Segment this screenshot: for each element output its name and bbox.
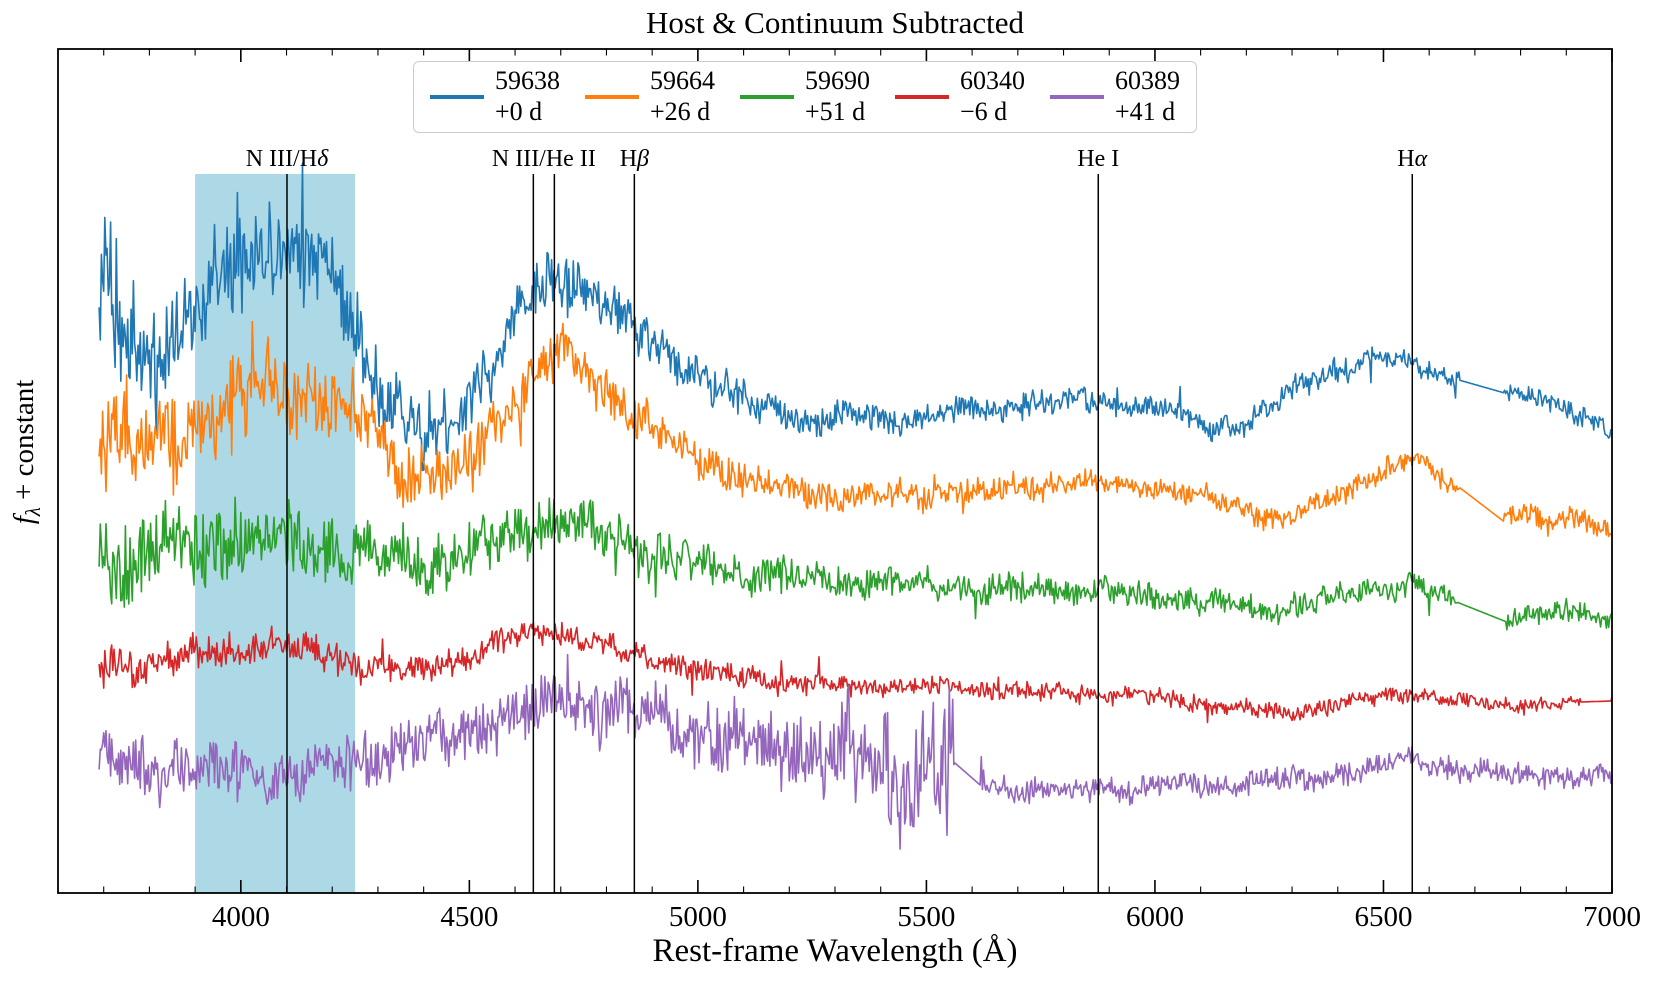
spectral-line-label-1: N III/Hδ bbox=[246, 146, 329, 172]
legend-swatch bbox=[740, 95, 794, 99]
spectral-line-label-3: Hβ bbox=[620, 146, 649, 172]
ylabel-rest: + constant bbox=[8, 379, 41, 508]
x-tick-label: 5500 bbox=[897, 901, 955, 933]
legend-phase: +51 d bbox=[805, 97, 866, 126]
legend-swatch bbox=[895, 95, 949, 99]
spectrum-59638 bbox=[98, 162, 1612, 472]
legend-entry-59690: 59690 +51 d bbox=[740, 66, 870, 127]
legend: 59638 +0 d 59664 +26 d 59690 +51 d 60340 −6 d 60… bbox=[413, 61, 1197, 133]
legend-mjd: 59664 bbox=[650, 66, 715, 96]
legend-mjd: 59690 bbox=[805, 66, 870, 96]
x-tick-label: 5000 bbox=[669, 901, 727, 933]
legend-label: 59638 +0 d bbox=[495, 66, 560, 127]
ylabel-lambda: λ bbox=[20, 507, 45, 517]
legend-entry-59664: 59664 +26 d bbox=[585, 66, 715, 127]
spectral-line-label-2: N III/He II bbox=[492, 146, 596, 172]
legend-label: 60389 +41 d bbox=[1115, 66, 1180, 127]
legend-phase: +0 d bbox=[495, 97, 543, 126]
spectrum-60389 bbox=[98, 653, 1612, 850]
legend-swatch bbox=[430, 95, 484, 99]
spectral-line-label-5: Hα bbox=[1397, 146, 1427, 172]
legend-entry-59638: 59638 +0 d bbox=[430, 66, 560, 127]
x-tick-label: 7000 bbox=[1583, 901, 1641, 933]
legend-label: 59690 +51 d bbox=[805, 66, 870, 127]
legend-mjd: 60340 bbox=[960, 66, 1025, 96]
chart-title: Host & Continuum Subtracted bbox=[645, 5, 1024, 40]
y-axis-label: fλ + constant bbox=[8, 380, 46, 525]
spectrum-60340 bbox=[98, 621, 1612, 724]
spectrum-59690 bbox=[98, 496, 1612, 631]
legend-phase: −6 d bbox=[960, 97, 1008, 126]
legend-entry-60389: 60389 +41 d bbox=[1050, 66, 1180, 127]
spectrum-59664 bbox=[98, 320, 1612, 538]
x-axis-label: Rest-frame Wavelength (Å) bbox=[652, 933, 1018, 969]
x-tick-label: 6500 bbox=[1354, 901, 1412, 933]
legend-label: 60340 −6 d bbox=[960, 66, 1025, 127]
legend-label: 59664 +26 d bbox=[650, 66, 715, 127]
legend-entry-60340: 60340 −6 d bbox=[895, 66, 1025, 127]
x-tick-label: 6000 bbox=[1126, 901, 1184, 933]
legend-swatch bbox=[1050, 95, 1104, 99]
legend-mjd: 59638 bbox=[495, 66, 560, 96]
legend-phase: +41 d bbox=[1115, 97, 1176, 126]
spectral-line-label-4: He I bbox=[1077, 146, 1119, 172]
x-tick-label: 4000 bbox=[212, 901, 270, 933]
x-tick-label: 4500 bbox=[440, 901, 498, 933]
legend-swatch bbox=[585, 95, 639, 99]
legend-mjd: 60389 bbox=[1115, 66, 1180, 96]
ylabel-f: f bbox=[8, 516, 41, 525]
legend-phase: +26 d bbox=[650, 97, 711, 126]
